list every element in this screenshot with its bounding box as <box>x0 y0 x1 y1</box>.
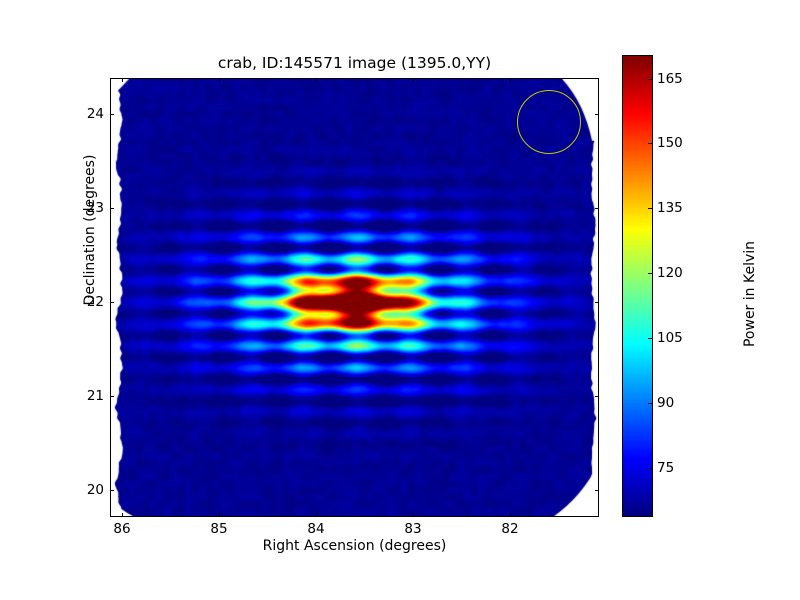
x-axis-tick <box>413 78 414 82</box>
y-axis-tick <box>595 302 599 303</box>
sky-map-image <box>111 79 598 516</box>
x-axis-tick <box>510 78 511 82</box>
y-axis-tick-label: 24 <box>86 106 104 122</box>
x-axis-tick <box>510 513 511 517</box>
y-axis-tick-label: 22 <box>86 294 104 310</box>
y-axis-tick <box>595 114 599 115</box>
y-axis-label: Declination (degrees) <box>82 154 98 306</box>
y-axis-tick <box>110 490 114 491</box>
x-axis-tick-label: 86 <box>113 521 131 537</box>
colorbar-tick-label: 105 <box>657 330 683 346</box>
colorbar-tick <box>648 143 653 144</box>
x-axis-tick-label: 83 <box>404 521 422 537</box>
sky-map-axes <box>110 78 599 517</box>
colorbar-tick-label: 165 <box>657 71 683 87</box>
y-axis-tick-label: 23 <box>86 200 104 216</box>
x-axis-tick <box>413 513 414 517</box>
y-axis-tick-label: 20 <box>86 482 104 498</box>
x-axis-tick-label: 84 <box>307 521 325 537</box>
colorbar-label: Power in Kelvin <box>742 240 758 348</box>
y-axis-tick <box>110 208 114 209</box>
colorbar-tick-label: 120 <box>657 265 683 281</box>
x-axis-tick-label: 82 <box>501 521 519 537</box>
y-axis-tick <box>110 396 114 397</box>
y-axis-tick <box>595 490 599 491</box>
colorbar-tick-label: 150 <box>657 135 683 151</box>
colorbar-tick <box>648 273 653 274</box>
x-axis-tick <box>316 513 317 517</box>
colorbar-tick-label: 90 <box>657 395 675 411</box>
colorbar-tick <box>648 208 653 209</box>
x-axis-label: Right Ascension (degrees) <box>262 538 447 554</box>
colorbar-tick-label: 75 <box>657 460 675 476</box>
y-axis-tick-label: 21 <box>86 388 104 404</box>
colorbar <box>622 55 653 517</box>
x-axis-tick <box>316 78 317 82</box>
x-axis-tick <box>219 78 220 82</box>
colorbar-tick <box>648 468 653 469</box>
y-axis-tick <box>110 114 114 115</box>
x-axis-tick <box>122 78 123 82</box>
y-axis-tick <box>595 396 599 397</box>
colorbar-tick-label: 135 <box>657 200 683 216</box>
x-axis-tick <box>122 513 123 517</box>
colorbar-tick <box>648 403 653 404</box>
colorbar-gradient <box>623 56 652 516</box>
x-axis-tick <box>219 513 220 517</box>
y-axis-tick <box>110 302 114 303</box>
colorbar-tick <box>648 79 653 80</box>
x-axis-tick-label: 85 <box>210 521 228 537</box>
colorbar-tick <box>648 338 653 339</box>
beam-circle-annotation <box>517 90 581 154</box>
y-axis-tick <box>595 208 599 209</box>
page-title: crab, ID:145571 image (1395.0,YY) <box>217 54 492 72</box>
